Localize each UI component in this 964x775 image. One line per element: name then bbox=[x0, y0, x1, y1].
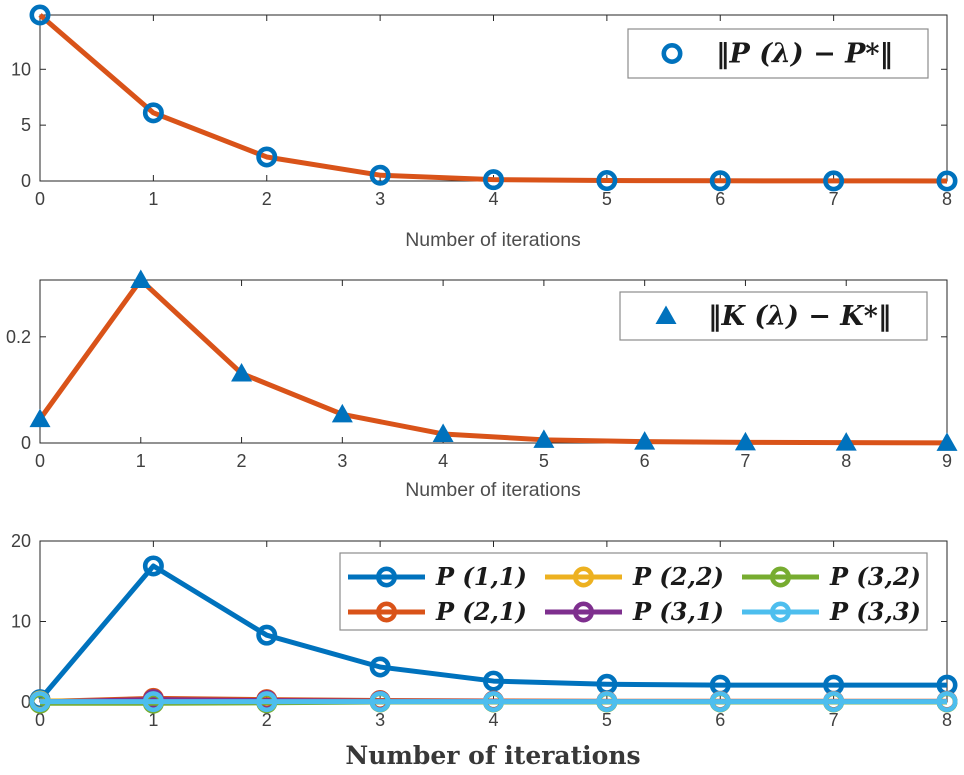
circle-marker bbox=[256, 624, 278, 646]
triangle-marker bbox=[533, 429, 555, 448]
series-line bbox=[37, 277, 948, 446]
subplot2-xlabel: Number of iterations bbox=[405, 479, 581, 501]
x-tick-label: 3 bbox=[375, 189, 385, 209]
legend-label: P (3,1) bbox=[632, 597, 724, 626]
circle-marker bbox=[256, 691, 278, 713]
x-tick-label: 1 bbox=[148, 710, 158, 730]
triangle-marker bbox=[331, 403, 353, 423]
circle-marker bbox=[823, 691, 845, 713]
x-tick-label: 6 bbox=[715, 189, 725, 209]
circle-marker bbox=[256, 146, 278, 168]
x-tick-label: 8 bbox=[942, 710, 952, 730]
legend-label: ‖K (λ) − K*‖ bbox=[708, 301, 891, 332]
series-line bbox=[38, 13, 948, 184]
circle-marker bbox=[369, 164, 391, 186]
circle-marker bbox=[482, 691, 504, 713]
x-tick-label: 9 bbox=[942, 451, 952, 471]
x-tick-label: 0 bbox=[35, 451, 45, 471]
subplot1-xlabel: Number of iterations bbox=[405, 229, 581, 251]
y-tick-label: 5 bbox=[21, 115, 31, 135]
x-tick-label: 6 bbox=[715, 710, 725, 730]
triangle-marker bbox=[936, 432, 958, 451]
y-tick-label: 10 bbox=[11, 612, 31, 632]
triangle-marker bbox=[29, 408, 51, 428]
circle-marker bbox=[709, 170, 731, 192]
x-tick-label: 5 bbox=[602, 189, 612, 209]
x-tick-label: 1 bbox=[148, 189, 158, 209]
circle-marker bbox=[142, 102, 164, 124]
circle-marker bbox=[936, 691, 958, 713]
circle-marker bbox=[823, 170, 845, 192]
x-tick-label: 5 bbox=[539, 451, 549, 471]
circle-marker bbox=[369, 691, 391, 713]
x-tick-label: 0 bbox=[35, 710, 45, 730]
triangle-marker bbox=[634, 431, 656, 450]
legend-label: P (2,2) bbox=[632, 562, 724, 591]
circle-marker bbox=[142, 691, 164, 713]
circle-marker bbox=[596, 170, 618, 192]
x-tick-label: 7 bbox=[829, 710, 839, 730]
y-tick-label: 0 bbox=[21, 692, 31, 712]
x-tick-label: 7 bbox=[829, 189, 839, 209]
subplot3-xlabel: Number of iterations bbox=[345, 741, 641, 770]
circle-marker bbox=[769, 601, 791, 623]
x-tick-label: 4 bbox=[488, 189, 498, 209]
x-tick-label: 5 bbox=[602, 710, 612, 730]
circle-marker bbox=[482, 169, 504, 191]
x-tick-label: 8 bbox=[942, 189, 952, 209]
series-line bbox=[38, 563, 947, 702]
triangle-marker bbox=[835, 432, 857, 451]
x-tick-label: 6 bbox=[640, 451, 650, 471]
legend-label: ‖P (λ) − P*‖ bbox=[716, 39, 893, 70]
x-tick-label: 4 bbox=[488, 710, 498, 730]
x-tick-label: 4 bbox=[438, 451, 448, 471]
circle-marker bbox=[375, 601, 397, 623]
circle-marker bbox=[142, 555, 164, 577]
circle-marker bbox=[29, 4, 51, 26]
circle-marker bbox=[596, 691, 618, 713]
circle-marker bbox=[572, 566, 594, 588]
circle-marker bbox=[936, 170, 958, 192]
triangle-marker bbox=[734, 431, 756, 451]
x-tick-label: 1 bbox=[136, 451, 146, 471]
triangle-marker bbox=[130, 269, 152, 288]
x-tick-label: 8 bbox=[841, 451, 851, 471]
circle-marker bbox=[369, 656, 391, 678]
x-tick-label: 3 bbox=[375, 710, 385, 730]
legend-box bbox=[339, 552, 928, 631]
x-tick-label: 2 bbox=[237, 451, 247, 471]
triangle-marker bbox=[432, 423, 454, 442]
legend-label: P (1,1) bbox=[435, 562, 527, 591]
circle-marker bbox=[661, 42, 683, 64]
x-tick-label: 2 bbox=[262, 189, 272, 209]
circle-marker bbox=[482, 670, 504, 692]
y-tick-label: 10 bbox=[11, 59, 31, 79]
x-tick-label: 0 bbox=[35, 189, 45, 209]
plot-box bbox=[39, 279, 948, 444]
y-tick-label: 0 bbox=[21, 171, 31, 191]
circle-marker bbox=[572, 601, 594, 623]
circle-marker bbox=[29, 691, 51, 713]
y-tick-label: 0 bbox=[21, 433, 31, 453]
x-tick-label: 7 bbox=[740, 451, 750, 471]
legend-label: P (3,2) bbox=[829, 562, 921, 591]
circle-marker bbox=[769, 566, 791, 588]
circle-marker bbox=[709, 691, 731, 713]
triangle-marker bbox=[655, 305, 677, 324]
y-tick-label: 0.2 bbox=[6, 327, 31, 347]
x-tick-label: 3 bbox=[337, 451, 347, 471]
x-tick-label: 2 bbox=[262, 710, 272, 730]
legend-label: P (3,3) bbox=[829, 597, 921, 626]
y-tick-label: 20 bbox=[11, 531, 31, 551]
legend-label: P (2,1) bbox=[435, 597, 527, 626]
circle-marker bbox=[375, 566, 397, 588]
triangle-marker bbox=[231, 362, 253, 382]
